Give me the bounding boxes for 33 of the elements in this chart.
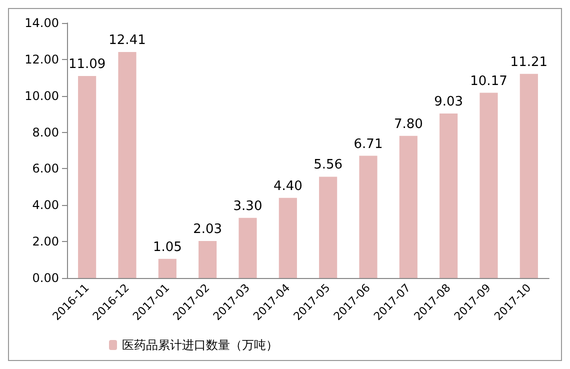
data-label: 6.71 xyxy=(354,136,383,152)
bar xyxy=(238,218,257,278)
data-label: 1.05 xyxy=(152,240,182,255)
bar xyxy=(118,52,136,278)
bar xyxy=(520,74,538,278)
bar xyxy=(359,156,378,278)
y-tick-label: 10.00 xyxy=(24,88,59,103)
data-label: 7.80 xyxy=(394,116,423,132)
data-label: 4.40 xyxy=(273,178,302,194)
bar xyxy=(198,241,217,278)
data-label: 12.41 xyxy=(108,32,146,48)
y-tick-label: 12.00 xyxy=(24,52,59,66)
y-tick-label: 8.00 xyxy=(32,125,59,140)
y-tick-label: 0.00 xyxy=(32,271,59,285)
data-label: 9.03 xyxy=(434,94,464,110)
legend-label: 医药品累计进口数量（万吨） xyxy=(122,338,278,352)
y-tick-label: 4.00 xyxy=(32,198,59,212)
y-tick-label: 14.00 xyxy=(24,16,59,30)
bar xyxy=(158,258,176,278)
bar xyxy=(278,198,297,278)
data-label: 11.21 xyxy=(510,54,548,70)
data-label: 10.17 xyxy=(470,74,508,89)
bar xyxy=(319,176,338,278)
bar xyxy=(78,76,96,278)
bar xyxy=(480,92,498,278)
data-label: 2.03 xyxy=(193,222,222,238)
bar xyxy=(399,136,418,278)
bar xyxy=(440,114,458,278)
data-label: 11.09 xyxy=(68,57,106,72)
y-tick-label: 2.00 xyxy=(32,234,59,249)
data-label: 5.56 xyxy=(314,158,343,173)
y-tick-label: 6.00 xyxy=(32,162,59,176)
data-label: 3.30 xyxy=(233,198,262,214)
